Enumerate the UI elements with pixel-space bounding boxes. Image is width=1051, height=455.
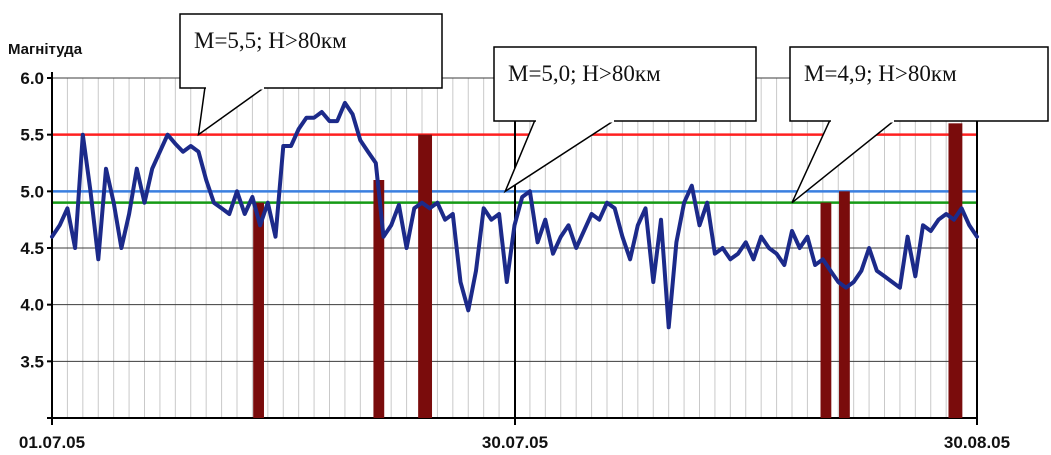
event-bar — [839, 191, 850, 418]
x-tick-label: 30.07.05 — [482, 433, 548, 452]
callout-label: M=4,9; H>80км — [804, 61, 957, 86]
y-tick-label: 4.0 — [20, 296, 44, 315]
callout-label: M=5,0; H>80км — [508, 61, 661, 86]
y-tick-label: 5.0 — [20, 182, 44, 201]
y-tick-label: 6.0 — [20, 69, 44, 88]
y-tick-label: 5.5 — [20, 126, 44, 145]
x-tick-label: 01.07.05 — [19, 433, 85, 452]
event-bar — [373, 180, 385, 418]
magnitude-series — [50, 100, 979, 330]
x-tick-label: 30.08.05 — [944, 433, 1010, 452]
callouts: M=5,5; H>80км M=5,0; H>80км M=4,9; H>80км — [179, 13, 1049, 204]
callout-box — [179, 13, 443, 89]
callout-box — [789, 46, 1049, 122]
magnitude-line — [50, 100, 979, 330]
y-axis-title: Магнітуда — [8, 41, 83, 58]
callout-label: M=5,5; H>80км — [194, 28, 347, 53]
event-bar — [253, 202, 264, 418]
event-bar — [820, 202, 832, 418]
y-tick-label: 3.5 — [20, 352, 44, 371]
tick-labels: 6.0 5.5 5.0 4.5 4.0 3.5 01.07.05 30.07.05 30.08.… — [19, 69, 1010, 452]
event-bar — [948, 123, 963, 418]
callout-box — [493, 46, 757, 122]
event-bar — [418, 134, 433, 418]
y-tick-label: 4.5 — [20, 239, 44, 258]
